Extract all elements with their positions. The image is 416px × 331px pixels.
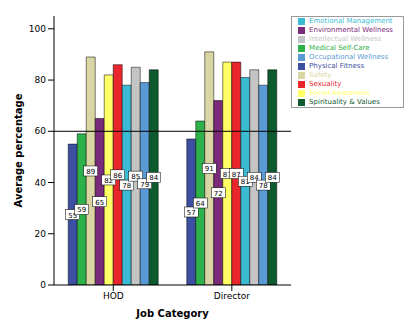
svg-text:86: 86	[113, 172, 122, 180]
svg-text:85: 85	[131, 173, 141, 182]
html-text:Sexuality: Sexuality	[309, 80, 342, 88]
svg-text:82: 82	[104, 177, 114, 185]
svg-text:81: 81	[240, 178, 250, 187]
svg-text:57: 57	[187, 209, 196, 217]
svg-text:84: 84	[249, 174, 259, 183]
html-text:Intellectual Wellness: Intellectual Wellness	[309, 35, 382, 43]
html-text:Occupational Wellness: Occupational Wellness	[309, 53, 389, 61]
svg-text:79: 79	[140, 180, 150, 189]
html-text:Safety: Safety	[309, 71, 332, 79]
svg-text:59: 59	[77, 206, 86, 214]
html-text:Environmental Wellness: Environmental Wellness	[309, 26, 393, 34]
svg-text:40: 40	[35, 178, 47, 188]
svg-text:87: 87	[231, 170, 241, 179]
html-text:Medical Self-Care: Medical Self-Care	[309, 44, 370, 52]
svg-text:78: 78	[259, 182, 268, 190]
svg-text:65: 65	[95, 199, 104, 207]
svg-text:84: 84	[268, 174, 277, 182]
svg-text:Job Category: Job Category	[135, 308, 209, 319]
svg-text:Director: Director	[214, 291, 250, 301]
svg-text:20: 20	[35, 229, 47, 239]
svg-text:100: 100	[29, 24, 46, 34]
svg-text:64: 64	[196, 200, 205, 208]
svg-text:60: 60	[35, 126, 47, 136]
svg-text:89: 89	[86, 168, 95, 176]
svg-text:78: 78	[122, 182, 131, 190]
svg-text:Average percentage: Average percentage	[13, 93, 24, 207]
svg-text:0: 0	[40, 280, 46, 290]
svg-text:87: 87	[222, 170, 232, 179]
svg-text:72: 72	[214, 190, 223, 198]
svg-text:55: 55	[68, 211, 78, 220]
svg-text:80: 80	[35, 75, 47, 85]
svg-text:91: 91	[205, 165, 214, 173]
html-text:Physical Fitness: Physical Fitness	[309, 62, 364, 70]
svg-text:84: 84	[149, 174, 158, 182]
html-text:Spirituality & Values: Spirituality & Values	[309, 98, 380, 106]
html-text:Social Awareness: Social Awareness	[309, 89, 370, 97]
html-text:Emotional Management: Emotional Management	[309, 17, 393, 25]
svg-text:HOD: HOD	[103, 291, 124, 301]
